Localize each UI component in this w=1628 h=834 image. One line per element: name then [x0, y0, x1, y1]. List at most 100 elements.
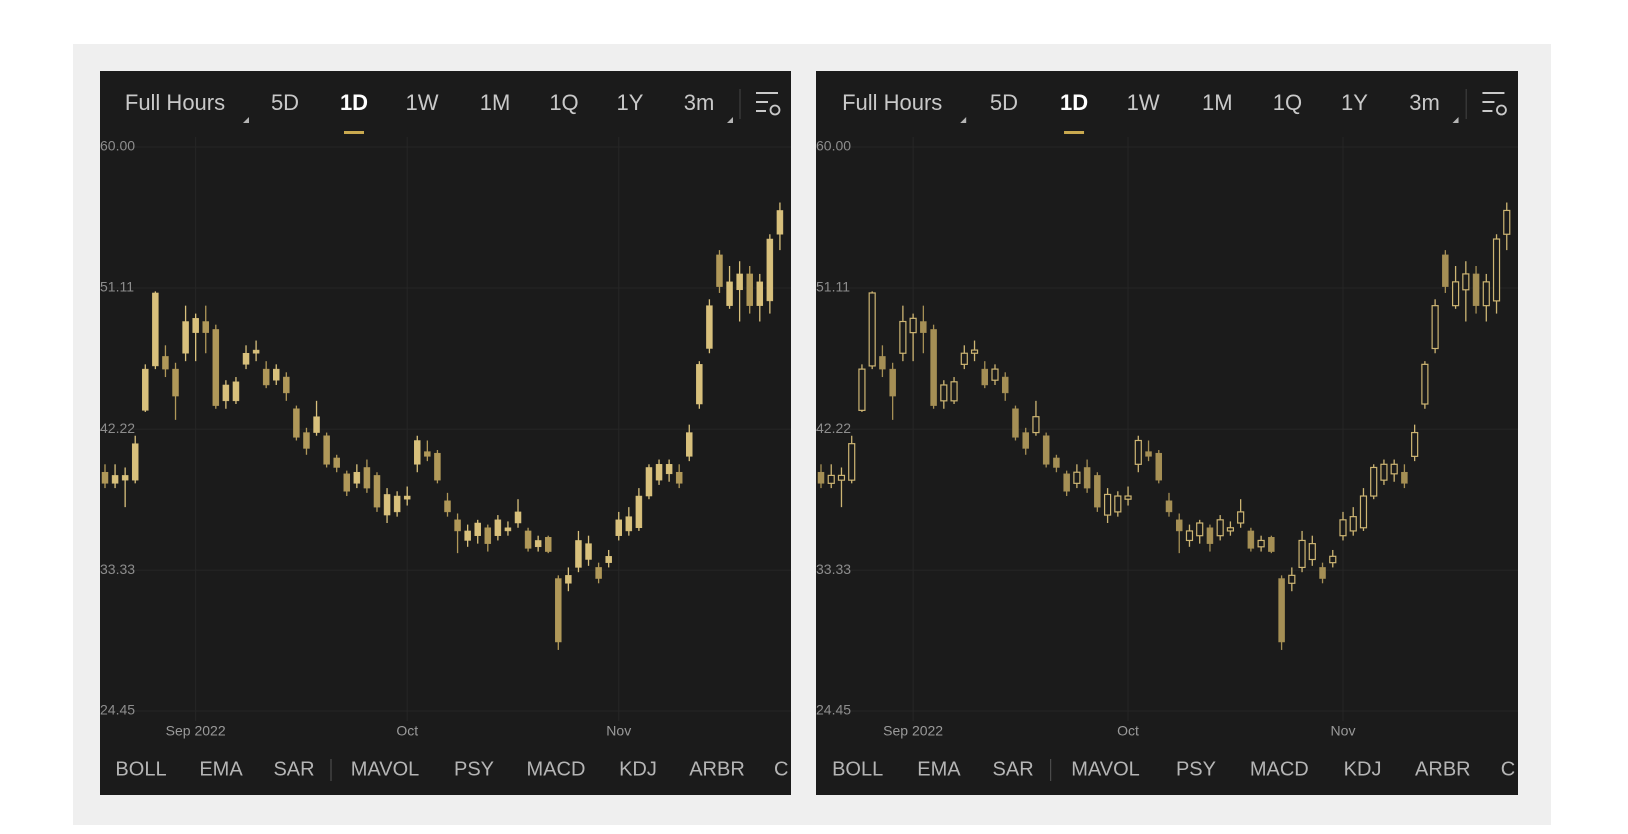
y-tick-label: 60.00: [100, 138, 135, 154]
x-tick-label: Sep 2022: [883, 723, 943, 739]
candle-body: [544, 537, 552, 552]
candle-body: [726, 281, 733, 306]
y-tick-label: 24.45: [100, 702, 135, 718]
indicator-tab[interactable]: ARBR: [1415, 758, 1471, 780]
indicator-tab[interactable]: PSY: [454, 758, 494, 780]
x-tick-label: Sep 2022: [166, 723, 226, 739]
candle-body: [696, 364, 703, 405]
candle-body: [635, 495, 643, 529]
time-tab[interactable]: 1W: [406, 90, 439, 115]
time-tab[interactable]: 1Q: [1273, 90, 1302, 115]
candle-body: [930, 329, 937, 406]
candle-body: [514, 511, 522, 524]
chart: Full Hours 5D 1D 1W 1M 1Q 1Y 3m 24.45 33.33 42.22 5…: [100, 89, 791, 781]
candle-body: [343, 473, 351, 492]
candle-body: [1247, 530, 1255, 549]
x-tick-label: Nov: [1331, 723, 1356, 739]
indicator-tab[interactable]: EMA: [199, 758, 243, 780]
time-tab[interactable]: 1Y: [1341, 90, 1368, 115]
candle-body: [504, 527, 512, 532]
candle-body: [1165, 500, 1173, 513]
candle-body: [605, 556, 612, 563]
dropdown-corner: [960, 117, 967, 123]
time-tab[interactable]: 3m: [684, 90, 715, 115]
candle-body: [970, 349, 979, 354]
candle-body: [960, 352, 968, 365]
indicator-tab[interactable]: C: [1501, 758, 1515, 780]
time-tab[interactable]: 1W: [1127, 90, 1160, 115]
candle-body: [212, 329, 220, 406]
candle-body: [1216, 519, 1224, 537]
indicator-tab[interactable]: PSY: [1176, 758, 1216, 780]
candle-body: [131, 443, 139, 481]
candle-body: [1462, 273, 1470, 291]
candle-body: [524, 530, 532, 549]
candle-body: [111, 475, 119, 484]
indicator-tab[interactable]: BOLL: [115, 758, 166, 780]
indicator-tab[interactable]: C: [774, 758, 788, 780]
candle-body: [940, 384, 948, 402]
settings-icon[interactable]: [1482, 92, 1505, 112]
candle-body: [1257, 539, 1265, 548]
candle-body: [1063, 473, 1070, 492]
candle-body: [363, 467, 371, 489]
time-tab[interactable]: 1M: [480, 90, 511, 115]
candle-body: [252, 349, 260, 354]
candle-body: [1431, 305, 1439, 350]
candle-body: [152, 292, 159, 367]
indicator-tab[interactable]: BOLL: [832, 758, 883, 780]
time-tab[interactable]: 5D: [990, 90, 1018, 115]
candle-body: [1237, 511, 1245, 524]
active-tab-underline: [344, 131, 364, 134]
time-tab[interactable]: 1M: [1202, 90, 1233, 115]
indicator-tab[interactable]: MACD: [1250, 758, 1309, 780]
indicator-tab[interactable]: SAR: [993, 758, 1034, 780]
candle-body: [1339, 519, 1347, 537]
candle-body: [575, 540, 582, 568]
indicator-tab[interactable]: EMA: [917, 758, 961, 780]
candle-body: [1114, 495, 1122, 513]
candle-body: [403, 495, 411, 500]
x-tick-label: Nov: [606, 723, 631, 739]
candle-body: [716, 254, 723, 287]
time-tab[interactable]: 1D: [340, 90, 368, 115]
candle-body: [1032, 416, 1040, 434]
indicator-tab[interactable]: MAVOL: [1071, 758, 1140, 780]
candle-body: [1442, 254, 1449, 287]
candle-body: [474, 522, 481, 536]
candle-body: [494, 519, 502, 536]
time-tab[interactable]: 1D: [1060, 90, 1088, 115]
time-tab[interactable]: 1Q: [549, 90, 578, 115]
candle-body: [1482, 281, 1490, 307]
candle-body: [746, 273, 753, 306]
candle-body: [1503, 209, 1511, 235]
indicator-tab[interactable]: ARBR: [689, 758, 745, 780]
indicator-tab[interactable]: MAVOL: [351, 758, 420, 780]
candle-body: [1278, 578, 1285, 643]
candle-body: [1073, 471, 1081, 484]
candle-body: [1268, 537, 1275, 552]
candle-body: [1134, 439, 1142, 465]
candle-body: [837, 474, 846, 481]
indicator-tab[interactable]: SAR: [273, 758, 314, 780]
candle-body: [1012, 408, 1019, 438]
candle-body: [373, 475, 381, 508]
indicator-tab[interactable]: MACD: [527, 758, 586, 780]
time-tab[interactable]: Full Hours: [842, 90, 942, 115]
indicator-tab[interactable]: KDJ: [619, 758, 657, 780]
time-tab[interactable]: 5D: [271, 90, 299, 115]
candle-body: [1103, 493, 1112, 516]
candle-body: [950, 381, 958, 402]
candle-body: [776, 210, 784, 235]
time-tab[interactable]: Full Hours: [125, 90, 225, 115]
y-tick-label: 60.00: [816, 138, 851, 154]
candle-body: [393, 495, 401, 513]
time-tab[interactable]: 3m: [1409, 90, 1440, 115]
settings-icon[interactable]: [756, 92, 778, 112]
candle-body: [283, 376, 290, 394]
indicator-tab[interactable]: KDJ: [1344, 758, 1382, 780]
candle-body: [991, 368, 999, 381]
time-tab[interactable]: 1Y: [617, 90, 644, 115]
candle-body: [383, 494, 391, 516]
candle-body: [827, 474, 835, 484]
